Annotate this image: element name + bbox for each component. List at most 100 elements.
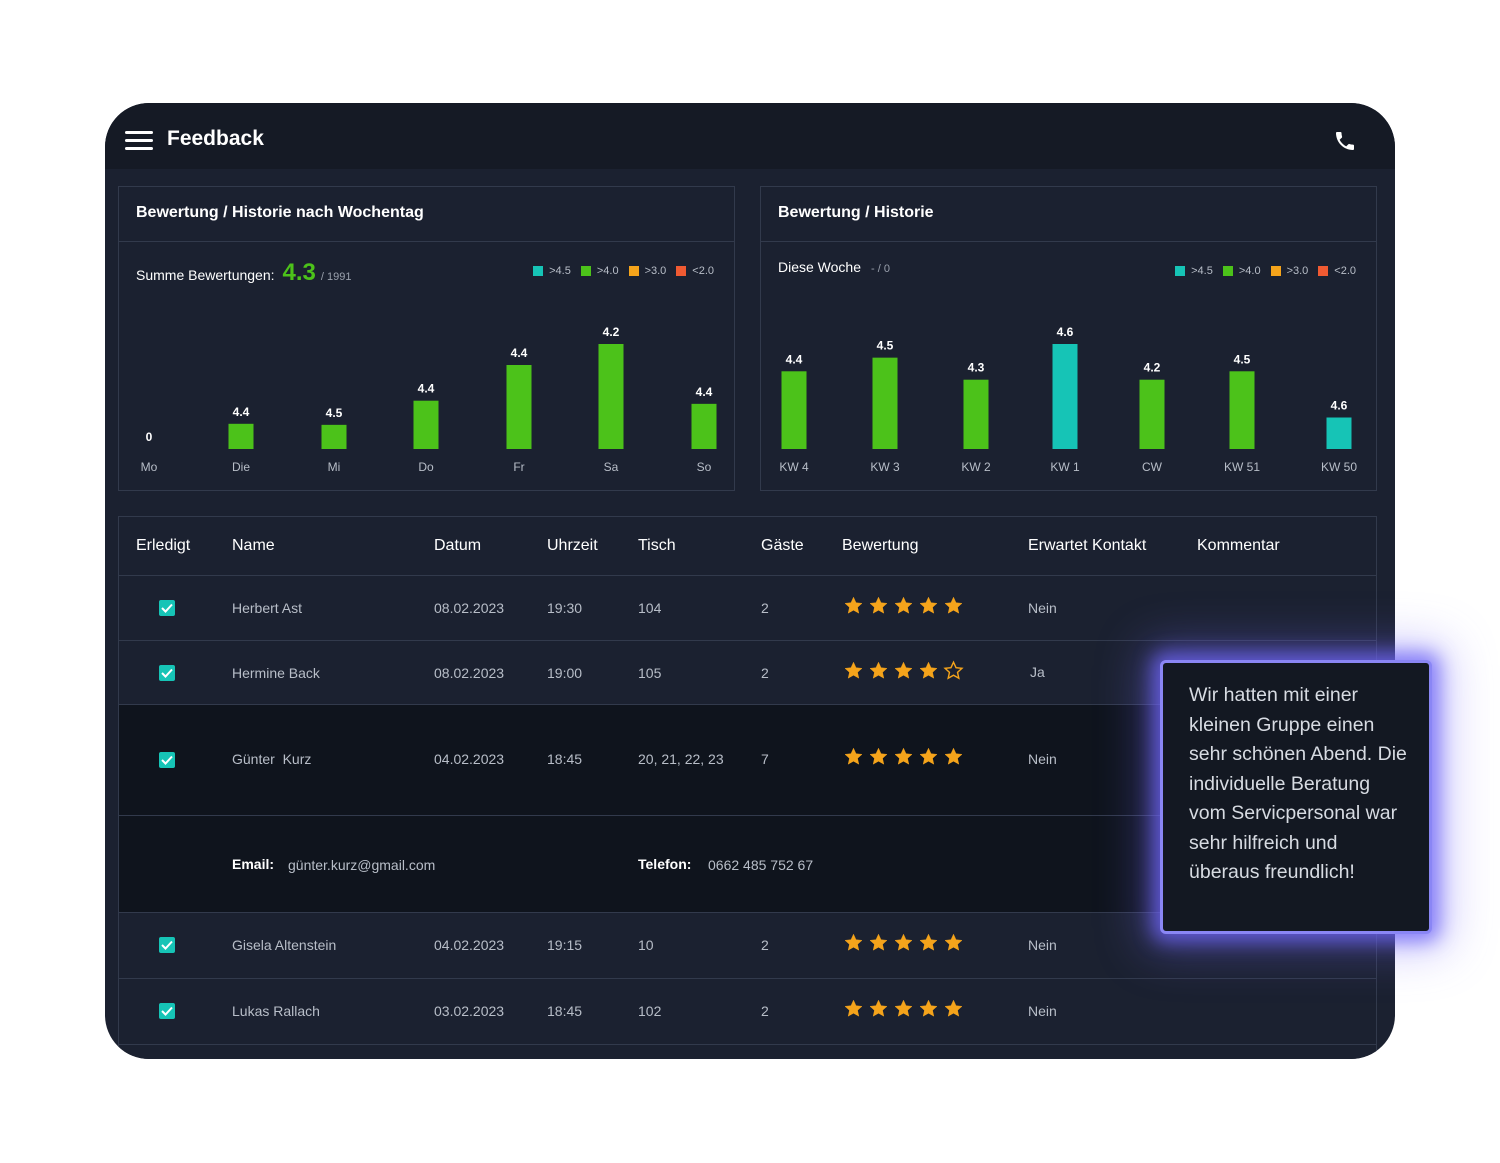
legend-swatch <box>1318 266 1329 276</box>
star-filled-icon <box>869 999 888 1017</box>
star-filled-icon <box>844 933 863 951</box>
visit-date: 08.02.2023 <box>434 600 505 616</box>
column-header-done[interactable]: Erledigt <box>136 537 191 554</box>
star-filled-icon <box>894 747 913 765</box>
legend-swatch <box>1222 266 1233 276</box>
visit-date: 08.02.2023 <box>434 665 505 681</box>
chart-bar[interactable] <box>413 400 439 449</box>
hamburger-menu-icon[interactable] <box>125 131 153 151</box>
chart-bar[interactable] <box>321 424 347 449</box>
bar-value-label: 4.2 <box>1144 361 1161 375</box>
phone-icon[interactable] <box>1333 129 1357 153</box>
done-checkbox[interactable] <box>159 600 175 616</box>
phone-value[interactable]: 0662 485 752 67 <box>708 857 814 873</box>
category-label: KW 1 <box>1050 460 1080 474</box>
guest-name: Günter Kurz <box>232 751 312 767</box>
rating-count: / 1991 <box>320 271 352 283</box>
star-rating <box>843 932 964 953</box>
checkmark-icon <box>161 603 173 613</box>
chart-bar[interactable] <box>228 423 254 449</box>
category-label: Mo <box>141 460 158 474</box>
bar-value-label: 4.2 <box>603 325 620 339</box>
star-filled-icon <box>944 747 963 765</box>
column-header-table[interactable]: Tisch <box>638 537 676 554</box>
done-checkbox[interactable] <box>159 1003 175 1019</box>
panel-title: Bewertung / Historie <box>761 187 1376 242</box>
table-number: 105 <box>638 665 662 681</box>
star-empty-icon <box>943 660 964 680</box>
visit-date: 04.02.2023 <box>434 937 505 953</box>
done-checkbox[interactable] <box>159 937 175 953</box>
column-header-date[interactable]: Datum <box>434 537 482 554</box>
column-header-rating[interactable]: Bewertung <box>842 537 919 554</box>
star-filled-icon <box>844 661 863 679</box>
bar-value-label: 4.6 <box>1331 399 1348 413</box>
done-checkbox[interactable] <box>159 752 175 768</box>
star-filled-icon <box>869 747 888 765</box>
bar-value-label: 0 <box>146 430 153 444</box>
star-filled-icon <box>919 999 938 1017</box>
phone-label: Telefon: <box>638 856 692 872</box>
table-row[interactable]: Hermine Back 08.02.2023 19:00 105 2 Ja <box>119 641 1376 705</box>
chart-bar[interactable] <box>598 344 624 449</box>
bar-value-label: 4.4 <box>233 405 250 419</box>
column-header-guests[interactable]: Gäste <box>761 537 804 554</box>
comment-popup[interactable]: Wir hatten mit einer kleinen Gruppe eine… <box>1160 660 1432 934</box>
chart-bar[interactable] <box>1052 344 1078 449</box>
checkmark-icon <box>161 755 173 765</box>
table-row[interactable]: Lukas Rallach 03.02.2023 18:45 102 2 Nei… <box>119 979 1376 1045</box>
chart-bar[interactable] <box>781 371 807 449</box>
tablet-frame: Feedback Bewertung / Historie nach Woche… <box>105 103 1395 1059</box>
bar-value-label: 4.4 <box>696 385 713 399</box>
chart-bar[interactable] <box>691 403 717 449</box>
category-label: So <box>697 460 712 474</box>
bar-value-label: 4.5 <box>1234 352 1251 366</box>
done-checkbox[interactable] <box>159 665 175 681</box>
legend-label: >4.0 <box>596 265 619 277</box>
table-row[interactable]: Gisela Altenstein 04.02.2023 19:15 10 2 … <box>119 913 1376 979</box>
category-label: Die <box>232 460 250 474</box>
column-header-time[interactable]: Uhrzeit <box>547 537 598 554</box>
guest-name: Herbert Ast <box>232 600 303 616</box>
star-filled-icon <box>944 596 963 614</box>
table-number: 104 <box>638 600 662 616</box>
visit-time: 18:45 <box>547 1003 583 1019</box>
email-value[interactable]: günter.kurz@gmail.com <box>288 857 436 873</box>
legend-swatch <box>628 266 639 276</box>
column-header-name[interactable]: Name <box>232 537 275 554</box>
table-header: Erledigt Name Datum Uhrzeit Tisch Gäste … <box>119 517 1376 576</box>
chart-bar[interactable] <box>872 357 898 449</box>
category-label: Fr <box>513 460 524 474</box>
page-title: Feedback <box>167 127 264 150</box>
email-label: Email: <box>232 856 275 872</box>
chart-bar[interactable] <box>963 379 989 449</box>
chart-bar[interactable] <box>506 365 532 449</box>
expects-contact: Nein <box>1028 1003 1057 1019</box>
rating-summary: Summe Bewertungen: 4.3 / 1991 <box>136 259 352 287</box>
star-filled-icon <box>894 999 913 1017</box>
star-filled-icon <box>894 933 913 951</box>
visit-time: 19:15 <box>547 937 583 953</box>
column-header-expects-contact[interactable]: Erwartet Kontakt <box>1028 537 1147 554</box>
category-label: KW 2 <box>961 460 991 474</box>
table-row[interactable]: Herbert Ast 08.02.2023 19:30 104 2 Nein <box>119 576 1376 641</box>
column-header-comment[interactable]: Kommentar <box>1197 537 1280 554</box>
summary-label: Summe Bewertungen: <box>136 267 275 283</box>
star-rating <box>843 998 964 1019</box>
expects-contact: Nein <box>1028 937 1057 953</box>
visit-date: 03.02.2023 <box>434 1003 505 1019</box>
week-value: - / 0 <box>871 263 890 275</box>
legend-label: >3.0 <box>644 265 667 277</box>
star-filled-icon <box>919 661 938 679</box>
star-filled-icon <box>894 661 913 679</box>
weekday-rating-panel: Bewertung / Historie nach Wochentag Summ… <box>118 186 735 491</box>
expects-contact: Nein <box>1028 600 1057 616</box>
chart-bar[interactable] <box>1139 379 1165 449</box>
star-filled-icon <box>844 747 863 765</box>
bar-value-label: 4.3 <box>968 361 985 375</box>
chart-bar[interactable] <box>1229 371 1255 449</box>
week-label: Diese Woche <box>778 259 862 275</box>
legend-swatch <box>580 266 591 276</box>
chart-bar[interactable] <box>1326 417 1352 450</box>
bar-value-label: 4.6 <box>1057 325 1074 339</box>
